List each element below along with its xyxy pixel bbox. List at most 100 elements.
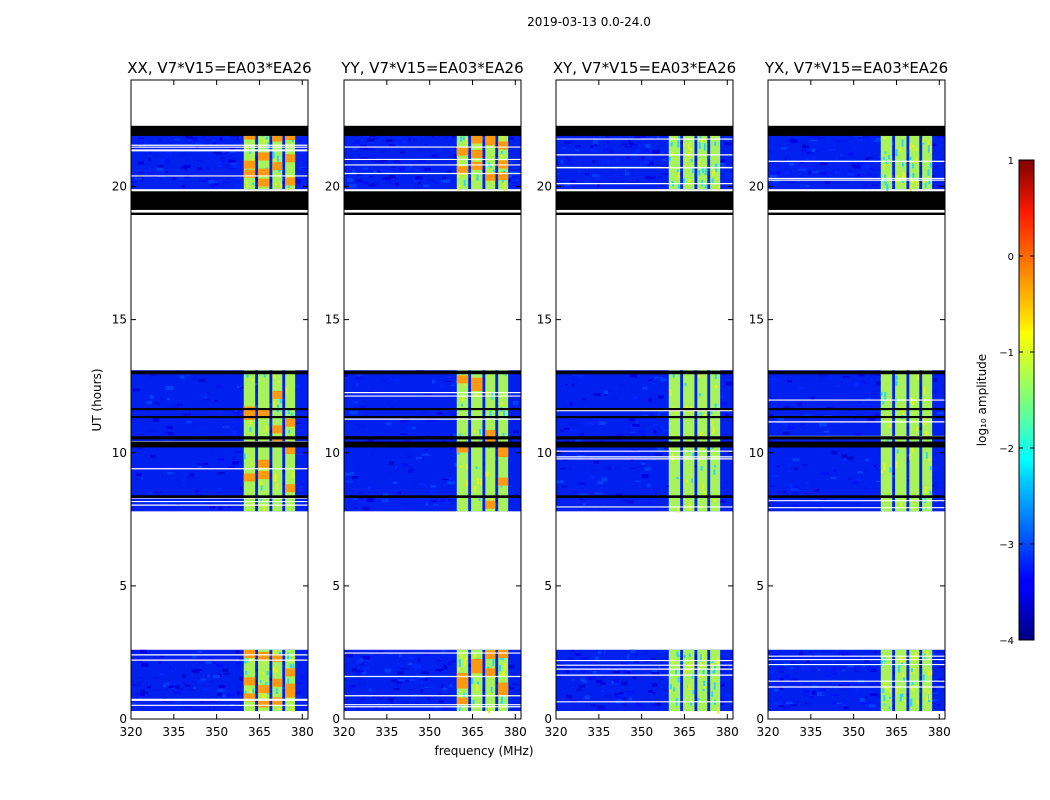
noise-speckle: [493, 499, 499, 503]
flagged-block: [131, 441, 308, 448]
noise-speckle: [790, 666, 794, 670]
band-variation: [501, 135, 504, 143]
noise-speckle: [442, 179, 451, 183]
noise-speckle: [380, 704, 386, 707]
noise-speckle: [652, 489, 658, 492]
noise-speckle: [615, 468, 622, 470]
noise-speckle: [140, 692, 145, 697]
band-variation: [492, 658, 495, 667]
band-variation: [928, 457, 931, 462]
noise-speckle: [142, 433, 146, 435]
band-column: [498, 649, 509, 712]
noise-speckle: [299, 674, 305, 679]
noise-speckle: [226, 177, 230, 180]
noise-speckle: [235, 184, 244, 189]
band-variation: [489, 410, 492, 417]
band-hotspot: [456, 146, 469, 155]
noise-speckle: [635, 700, 639, 705]
band-variation: [264, 139, 267, 143]
noise-speckle: [635, 421, 639, 424]
noise-speckle: [570, 700, 578, 703]
noise-speckle: [431, 180, 435, 183]
noise-speckle: [832, 660, 835, 664]
noise-speckle: [663, 688, 669, 692]
noise-speckle: [132, 388, 141, 392]
noise-speckle: [216, 663, 223, 668]
noise-speckle: [808, 696, 814, 699]
noise-speckle: [578, 373, 584, 378]
noise-speckle: [148, 157, 151, 162]
noise-speckle: [616, 675, 619, 679]
noise-speckle: [875, 374, 882, 376]
noise-speckle: [877, 695, 883, 698]
noise-speckle: [216, 384, 222, 388]
noise-speckle: [797, 179, 800, 182]
flagged-block: [768, 191, 945, 210]
band-variation: [276, 483, 279, 491]
band-variation: [457, 159, 460, 168]
band-variation: [883, 703, 886, 706]
band-hotspot: [243, 160, 256, 169]
noise-speckle: [278, 687, 287, 690]
band-variation: [711, 446, 714, 450]
noise-speckle: [447, 481, 456, 485]
x-tick-label: 380: [716, 725, 739, 739]
band-column: [922, 649, 933, 712]
flagged-block: [556, 441, 733, 448]
noise-speckle: [854, 688, 859, 692]
band-variation: [476, 681, 479, 687]
noise-speckle: [166, 682, 170, 686]
noise-speckle: [361, 141, 366, 144]
noise-speckle: [934, 482, 938, 484]
noise-speckle: [708, 156, 711, 160]
noise-speckle: [770, 485, 776, 487]
band-variation: [710, 409, 713, 414]
noise-speckle: [150, 454, 156, 458]
noise-speckle: [160, 654, 164, 658]
band-hotspot: [272, 697, 283, 706]
band-variation: [476, 684, 479, 689]
band-variation: [691, 478, 694, 483]
noise-speckle: [566, 154, 569, 159]
x-tick-label: 365: [673, 725, 696, 739]
noise-speckle: [610, 170, 614, 175]
x-tick-label: 350: [418, 725, 441, 739]
noise-speckle: [569, 657, 574, 661]
noise-speckle: [426, 179, 434, 181]
flagged-block: [768, 125, 945, 136]
noise-speckle: [414, 419, 419, 423]
noise-speckle: [446, 661, 452, 666]
noise-speckle: [662, 158, 666, 162]
noise-speckle: [594, 144, 597, 147]
noise-speckle: [934, 452, 938, 456]
noise-speckle: [393, 379, 401, 382]
noise-speckle: [142, 691, 149, 694]
band-variation: [692, 690, 695, 695]
noise-speckle: [828, 148, 836, 152]
noise-speckle: [513, 430, 519, 434]
band-variation: [502, 432, 505, 439]
noise-speckle: [839, 422, 844, 424]
noise-speckle: [788, 162, 794, 167]
band-variation: [265, 429, 268, 432]
band-column: [697, 370, 708, 512]
band-variation: [903, 172, 906, 179]
band-variation: [699, 432, 702, 438]
noise-speckle: [396, 667, 400, 669]
noise-speckle: [297, 140, 303, 142]
noise-speckle: [628, 693, 633, 696]
panel-title: YY, V7*V15=EA03*EA26: [340, 59, 523, 77]
noise-speckle: [775, 169, 778, 171]
noise-speckle: [187, 680, 194, 682]
noise-speckle: [876, 480, 881, 483]
noise-speckle: [769, 174, 777, 179]
band-variation: [503, 181, 506, 185]
noise-speckle: [647, 690, 654, 693]
noise-speckle: [430, 686, 437, 689]
noise-speckle: [793, 677, 797, 681]
noise-speckle: [770, 172, 778, 175]
noise-speckle: [564, 141, 572, 144]
band-hotspot: [471, 378, 483, 387]
flagged-block: [768, 436, 945, 440]
